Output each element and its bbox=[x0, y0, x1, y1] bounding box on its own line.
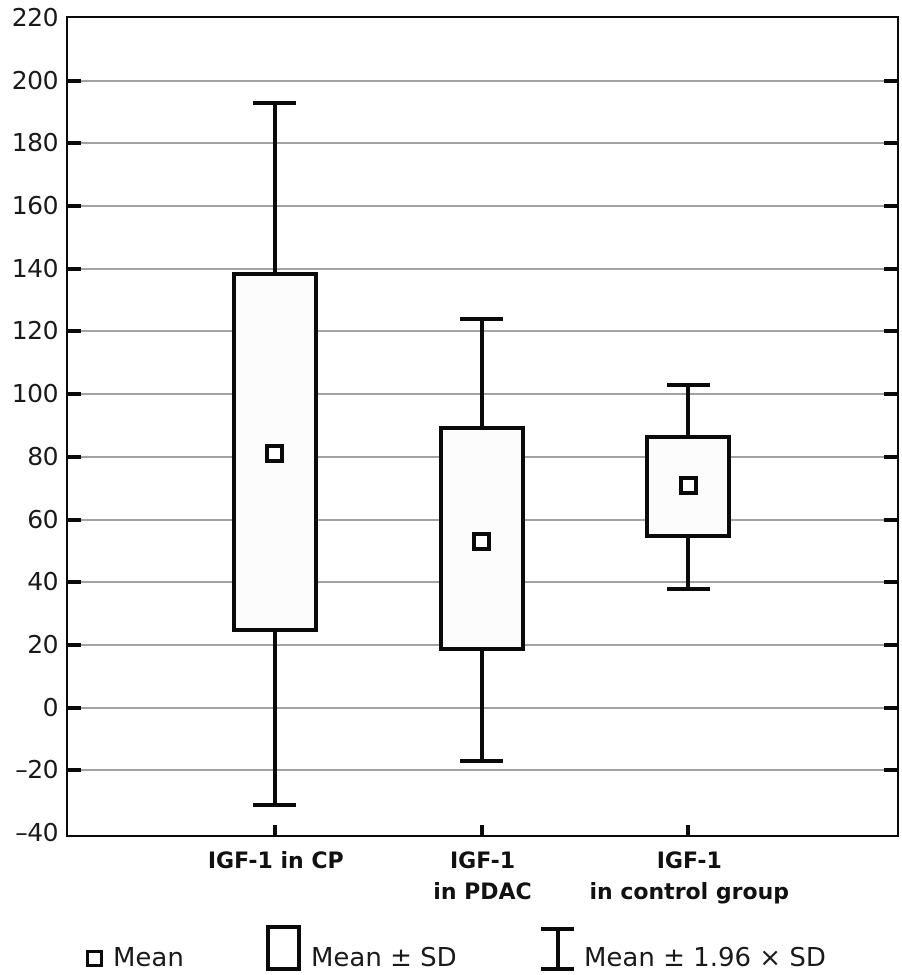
sd-box-icon bbox=[266, 925, 301, 971]
x-category-label-line: in control group bbox=[589, 880, 789, 905]
whisker-cap-top-0 bbox=[253, 100, 297, 105]
y-tick-label-180: 180 bbox=[11, 128, 59, 158]
y-tick-left-120 bbox=[68, 329, 81, 334]
category-tick-1 bbox=[479, 825, 484, 835]
y-tick-left-140 bbox=[68, 266, 81, 271]
legend-label-mean-sd: Mean ± SD bbox=[311, 943, 457, 973]
whisker-cap-top-2 bbox=[666, 382, 710, 387]
plot-inner bbox=[68, 18, 897, 835]
whisker-cap-top-1 bbox=[460, 316, 503, 321]
y-tick-right--20 bbox=[884, 768, 897, 773]
whisker-cap-bottom-2 bbox=[666, 586, 710, 591]
y-tick-left-160 bbox=[68, 204, 81, 209]
y-tick-left-100 bbox=[68, 392, 81, 397]
y-tick-label-20: 20 bbox=[27, 629, 58, 659]
y-tick-label-60: 60 bbox=[27, 504, 58, 534]
x-category-label-line: IGF-1 in CP bbox=[207, 849, 344, 874]
legend-item-mean-196sd: Mean ± 1.96 × SD bbox=[541, 927, 826, 973]
y-tick-right-160 bbox=[884, 204, 897, 209]
y-tick-left-80 bbox=[68, 454, 81, 459]
x-category-label-line: IGF-1 bbox=[656, 849, 722, 874]
legend-item-mean-sd: Mean ± SD bbox=[266, 925, 457, 973]
x-category-label-2: IGF-1 in control group bbox=[529, 846, 849, 908]
y-tick-label-120: 120 bbox=[11, 316, 59, 346]
mean-marker-1 bbox=[472, 531, 491, 551]
x-category-label-0: IGF-1 in CP bbox=[116, 846, 436, 877]
y-tick-label-40: 40 bbox=[27, 567, 58, 597]
y-tick-label-80: 80 bbox=[27, 441, 58, 471]
mean-marker-0 bbox=[265, 444, 285, 464]
y-tick-label-0: 0 bbox=[42, 692, 59, 722]
y-tick-label-200: 200 bbox=[11, 65, 59, 95]
y-tick-left-180 bbox=[68, 141, 81, 146]
y-tick-right-40 bbox=[884, 580, 897, 585]
mean-square-icon bbox=[86, 950, 103, 967]
y-tick-right-20 bbox=[884, 642, 897, 647]
y-tick-left-0 bbox=[68, 705, 81, 710]
y-tick-label-220: 220 bbox=[11, 3, 59, 32]
y-tick-right-100 bbox=[884, 392, 897, 397]
y-tick-right-180 bbox=[884, 141, 897, 146]
y-tick-left--20 bbox=[68, 768, 81, 773]
gridline-180 bbox=[68, 142, 897, 145]
y-tick-right-140 bbox=[884, 266, 897, 271]
legend-label-mean-196sd: Mean ± 1.96 × SD bbox=[584, 943, 826, 973]
y-tick-right-200 bbox=[884, 78, 897, 83]
whisker-cap-bottom-0 bbox=[253, 802, 297, 807]
y-tick-left-200 bbox=[68, 78, 81, 83]
y-tick-right-0 bbox=[884, 705, 897, 710]
y-tick-left-40 bbox=[68, 580, 81, 585]
y-tick-left-20 bbox=[68, 642, 81, 647]
y-tick-label--40: –40 bbox=[15, 818, 58, 847]
category-tick-0 bbox=[272, 825, 277, 835]
y-tick-right-60 bbox=[884, 517, 897, 522]
gridline--20 bbox=[68, 769, 897, 772]
whisker-cap-bottom-1 bbox=[460, 758, 503, 763]
gridline-200 bbox=[68, 79, 897, 82]
y-tick-right-80 bbox=[884, 454, 897, 459]
category-tick-2 bbox=[686, 825, 691, 835]
whisker-ibeam-icon bbox=[541, 927, 574, 971]
x-category-label-line: IGF-1 bbox=[449, 849, 516, 874]
y-tick-label--20: –20 bbox=[15, 755, 58, 785]
legend: Mean Mean ± SD Mean ± 1.96 × SD bbox=[0, 918, 902, 975]
x-category-label-1: IGF-1 in PDAC bbox=[323, 846, 643, 908]
y-tick-right-120 bbox=[884, 329, 897, 334]
gridline-140 bbox=[68, 267, 897, 270]
mean-marker-2 bbox=[678, 475, 698, 495]
x-category-label-line: in PDAC bbox=[433, 880, 532, 905]
y-tick-left-60 bbox=[68, 517, 81, 522]
plot-area bbox=[66, 16, 899, 837]
legend-label-mean: Mean bbox=[113, 943, 184, 973]
gridline-160 bbox=[68, 205, 897, 208]
y-tick-label-140: 140 bbox=[11, 253, 59, 283]
y-tick-label-100: 100 bbox=[11, 379, 59, 409]
legend-item-mean: Mean bbox=[86, 943, 184, 973]
y-tick-label-160: 160 bbox=[11, 191, 59, 221]
